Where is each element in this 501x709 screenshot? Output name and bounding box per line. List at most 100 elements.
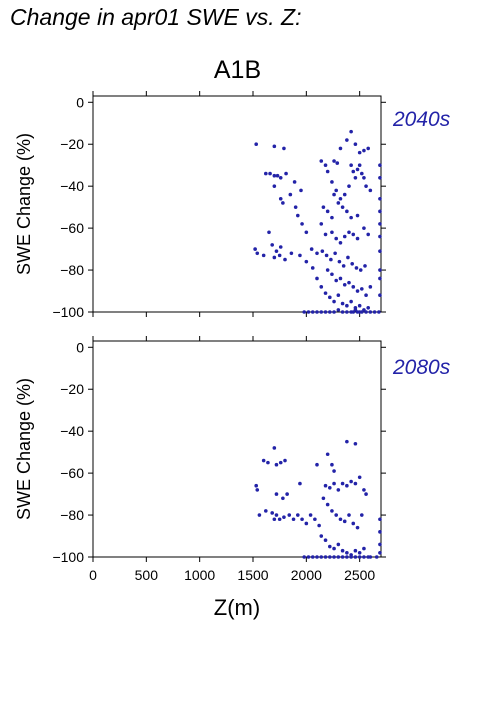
data-point bbox=[274, 249, 279, 253]
data-point bbox=[340, 310, 345, 314]
data-point bbox=[289, 251, 294, 256]
data-point bbox=[257, 513, 262, 517]
data-point bbox=[328, 485, 332, 490]
data-point bbox=[360, 171, 364, 176]
data-point bbox=[302, 555, 307, 559]
data-point bbox=[283, 257, 287, 262]
data-point bbox=[336, 201, 341, 205]
data-point bbox=[319, 534, 324, 538]
data-point bbox=[304, 259, 309, 264]
data-point bbox=[345, 483, 349, 488]
data-point bbox=[299, 188, 303, 193]
data-point bbox=[378, 268, 382, 272]
data-point bbox=[353, 555, 358, 559]
data-point bbox=[347, 513, 351, 517]
data-point bbox=[345, 551, 349, 555]
data-point bbox=[302, 310, 307, 314]
data-point bbox=[270, 243, 275, 247]
data-point bbox=[272, 446, 277, 450]
data-point bbox=[328, 310, 332, 314]
data-point bbox=[261, 458, 266, 463]
y-tick-label: 0 bbox=[76, 339, 84, 355]
data-point bbox=[304, 521, 309, 526]
data-point bbox=[267, 230, 271, 235]
data-point bbox=[345, 138, 349, 142]
data-point bbox=[340, 555, 345, 559]
data-point bbox=[315, 251, 319, 256]
data-point bbox=[330, 462, 334, 467]
data-point bbox=[368, 285, 373, 289]
data-point bbox=[328, 555, 332, 559]
data-point bbox=[315, 310, 319, 314]
data-point bbox=[366, 306, 371, 310]
data-point bbox=[360, 513, 364, 517]
data-point bbox=[272, 144, 277, 149]
data-point bbox=[306, 555, 311, 559]
data-point bbox=[338, 240, 343, 245]
data-point bbox=[378, 163, 382, 168]
data-point bbox=[342, 519, 347, 524]
data-point bbox=[278, 245, 283, 249]
y-tick-label: −40 bbox=[60, 423, 84, 439]
data-point bbox=[321, 496, 326, 501]
data-point bbox=[350, 261, 355, 266]
data-point bbox=[342, 234, 347, 239]
data-point bbox=[354, 266, 359, 270]
data-point bbox=[315, 276, 319, 281]
data-point bbox=[347, 184, 351, 188]
data-point bbox=[368, 310, 373, 314]
data-point bbox=[377, 310, 381, 314]
chart-title: Change in apr01 SWE vs. Z: bbox=[10, 4, 302, 30]
data-point bbox=[323, 310, 328, 314]
data-point bbox=[363, 264, 367, 268]
data-point bbox=[362, 175, 366, 180]
data-point bbox=[255, 488, 260, 492]
y-tick-label: −40 bbox=[60, 178, 84, 194]
data-point bbox=[254, 142, 258, 147]
data-point bbox=[266, 460, 270, 465]
data-point bbox=[329, 257, 333, 262]
y-tick-label: −60 bbox=[60, 220, 84, 236]
data-point bbox=[296, 513, 300, 517]
data-point bbox=[349, 555, 353, 559]
data-point bbox=[353, 175, 358, 180]
data-point bbox=[349, 215, 353, 220]
x-tick-label: 500 bbox=[135, 567, 159, 583]
data-point bbox=[319, 310, 324, 314]
data-point bbox=[357, 303, 362, 308]
data-point bbox=[270, 511, 275, 515]
data-point bbox=[349, 163, 353, 168]
data-point bbox=[332, 310, 336, 314]
data-point bbox=[282, 146, 286, 151]
data-point bbox=[351, 285, 356, 289]
data-point bbox=[335, 161, 340, 165]
data-point bbox=[324, 253, 329, 258]
data-point bbox=[308, 513, 313, 517]
data-point bbox=[353, 481, 358, 486]
data-point bbox=[346, 255, 350, 260]
data-point bbox=[345, 310, 349, 314]
data-point bbox=[355, 167, 360, 172]
data-point bbox=[254, 483, 258, 488]
data-point bbox=[340, 301, 345, 306]
data-point bbox=[336, 542, 341, 547]
y-tick-label: −20 bbox=[60, 381, 84, 397]
data-point bbox=[319, 159, 324, 163]
data-point bbox=[277, 253, 282, 258]
data-point bbox=[378, 196, 382, 201]
data-point bbox=[334, 513, 339, 517]
data-point bbox=[351, 232, 356, 237]
data-point bbox=[345, 303, 349, 308]
data-point bbox=[296, 213, 300, 218]
data-point bbox=[332, 159, 336, 163]
data-point bbox=[334, 278, 339, 283]
data-point bbox=[330, 180, 334, 184]
data-point bbox=[372, 310, 377, 314]
data-point bbox=[347, 280, 351, 285]
data-point bbox=[282, 515, 286, 519]
period-label: 2080s bbox=[392, 356, 451, 379]
data-point bbox=[317, 523, 321, 528]
data-point bbox=[378, 209, 382, 214]
data-point bbox=[364, 293, 368, 298]
